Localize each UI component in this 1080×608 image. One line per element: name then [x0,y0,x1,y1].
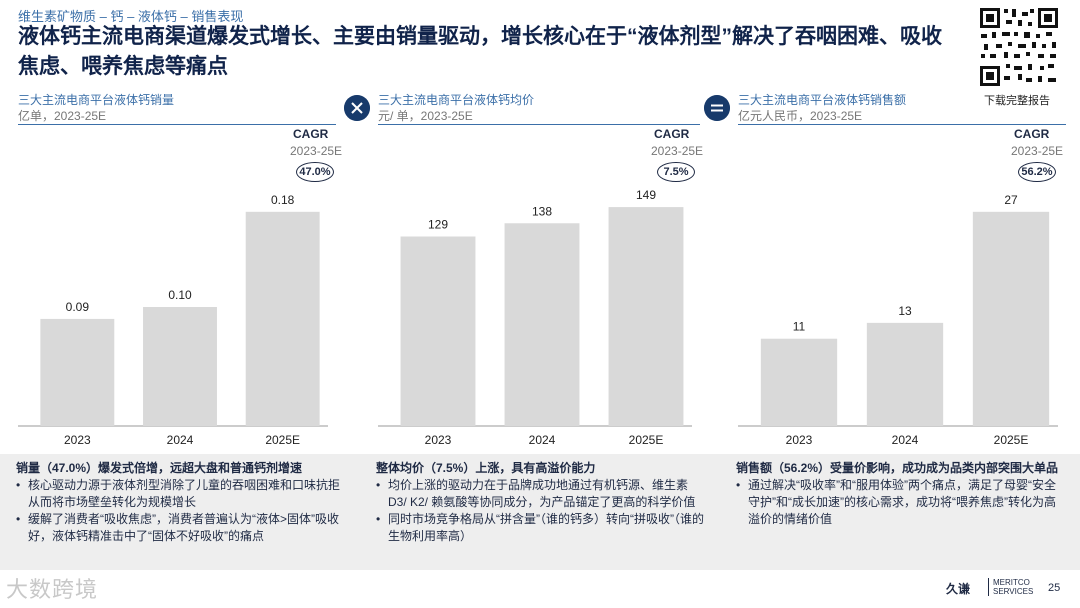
panel-1-cagr-label: CAGR [293,127,329,141]
panel-1-title: 三大主流电商平台液体钙销量 [18,93,175,107]
multiply-icon [344,95,370,121]
panel-1-cagr-years: 2023-25E [290,144,343,158]
sales-revenue-chart: 11 2023 13 2024 27 2025E [738,193,1058,447]
breadcrumb: 维生素矿物质 – 钙 – 液体钙 – 销售表现 [18,9,244,24]
brand-en-line2: SERVICES [993,587,1034,596]
note-volume-head: 销量（47.0%）爆发式倍增，远超大盘和普通钙剂增速 [16,461,303,475]
panel-2-cagr-value: 7.5% [657,162,695,182]
x-tick-label: 2024 [529,433,556,447]
panel-2-cagr-years: 2023-25E [651,144,704,158]
panel-1-cagr-value: 47.0% [296,162,334,182]
note-price-head: 整体均价（7.5%）上涨，具有高溢价能力 [376,461,596,475]
qr-code-icon[interactable] [978,6,1060,88]
note-revenue-item: 通过解决“吸收率”和“服用体验”两个痛点，满足了母婴“安全守护”和“成长加速”的… [736,477,1064,528]
bar-2025E [245,211,320,426]
note-price-item: 同时市场竞争格局从“拼含量”（谁的钙多）转向“拼吸收”（谁的生物利用率高） [376,511,704,545]
bar-value-label: 149 [636,188,656,202]
panel-3-title: 三大主流电商平台液体钙销售额 [738,93,907,107]
note-revenue-head: 销售额（56.2%）受量价影响，成功成为品类内部突围大单品 [736,461,1059,475]
bar-value-label: 0.10 [168,288,192,302]
bar-value-label: 27 [1004,193,1018,207]
page-title: 液体钙主流电商渠道爆发式增长、主要由销量驱动，增长核心在于“液体剂型”解决了吞咽… [18,25,942,78]
bar-2025E [608,207,684,426]
watermark: 大数跨境 [6,577,99,602]
x-tick-label: 2023 [425,433,452,447]
bar-2023 [400,236,476,426]
x-tick-label: 2023 [786,433,813,447]
bar-value-label: 11 [793,320,806,334]
equals-icon [704,95,730,121]
sales-volume-chart: 0.09 2023 0.10 2024 0.18 2025E [18,193,328,447]
panel-2-cagr-label: CAGR [654,127,690,141]
note-volume: 销量（47.0%）爆发式倍增，远超大盘和普通钙剂增速 核心驱动力源于液体剂型消除… [16,460,344,545]
panel-3-rule [738,124,1066,125]
download-report-label[interactable]: 下载完整报告 [984,95,1050,107]
brand-logo-en: MERITCO SERVICES [988,578,1033,596]
brand-en-line1: MERITCO [993,578,1030,587]
average-price-chart: 129 2023 138 2024 149 2025E [378,188,692,447]
bar-value-label: 138 [532,204,552,218]
note-price: 整体均价（7.5%）上涨，具有高溢价能力 均价上涨的驱动力在于品牌成功地通过有机… [376,460,704,545]
bar-value-label: 0.09 [66,300,90,314]
page-number: 25 [1048,582,1061,594]
note-volume-item: 缓解了消费者“吸收焦虑”，消费者普遍认为“液体>固体”吸收好，液体钙精准击中了“… [16,511,344,545]
panel-3-cagr-value: 56.2% [1018,162,1056,182]
bar-2023 [40,318,115,426]
x-tick-label: 2025E [629,433,664,447]
x-tick-label: 2025E [265,433,300,447]
panel-3-cagr-label: CAGR [1014,127,1050,141]
note-price-item: 均价上涨的驱动力在于品牌成功地通过有机钙源、维生素D3/ K2/ 赖氨酸等协同成… [376,477,704,511]
panel-1-rule [18,124,336,125]
panel-1-unit: 亿单，2023-25E [18,109,107,123]
x-tick-label: 2023 [64,433,91,447]
x-tick-label: 2025E [994,433,1029,447]
bar-2024 [866,322,944,426]
bar-2023 [760,338,838,426]
bar-value-label: 13 [898,304,912,318]
bar-2024 [504,223,580,426]
panel-3-cagr-years: 2023-25E [1011,144,1064,158]
bar-2024 [143,307,217,426]
panel-2-rule [378,124,700,125]
panel-3-unit: 亿元人民币，2023-25E [738,109,863,123]
panel-2-title: 三大主流电商平台液体钙均价 [378,93,535,107]
bar-value-label: 0.18 [271,193,295,207]
note-revenue: 销售额（56.2%）受量价影响，成功成为品类内部突围大单品 通过解决“吸收率”和… [736,460,1064,528]
brand-logo: 久谦 [946,582,971,596]
panel-2-unit: 元/ 单，2023-25E [378,109,473,123]
x-tick-label: 2024 [167,433,194,447]
x-tick-label: 2024 [892,433,919,447]
bar-value-label: 129 [428,217,448,231]
note-volume-item: 核心驱动力源于液体剂型消除了儿童的吞咽困难和口味抗拒从而将市场壁垒转化为规模增长 [16,477,344,511]
bar-2025E [972,211,1050,426]
